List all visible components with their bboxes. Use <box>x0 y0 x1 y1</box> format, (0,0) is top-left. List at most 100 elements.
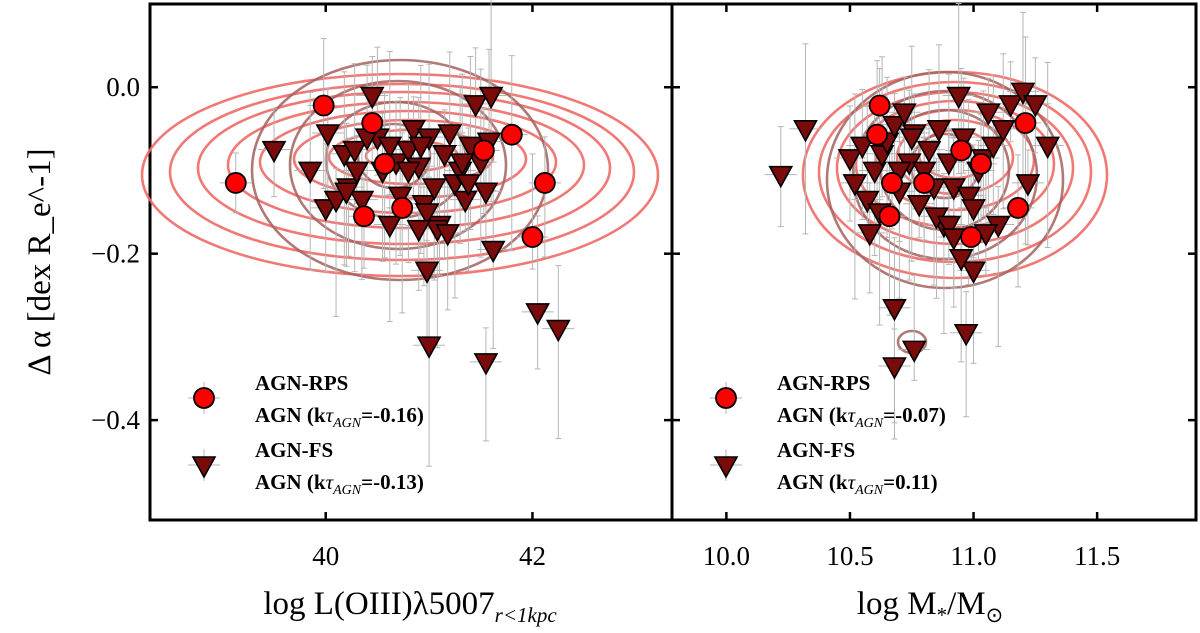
point-agn-fs <box>1035 136 1061 160</box>
point-agn-fs <box>414 203 440 226</box>
point-agn-fs <box>1010 82 1036 106</box>
point-agn-fs <box>396 161 421 185</box>
point-agn-fs <box>1015 174 1041 197</box>
y-tick-label: 0.0 <box>106 72 140 102</box>
point-agn-fs <box>406 219 432 243</box>
point-agn-fs <box>980 136 1006 160</box>
right-panel-frame <box>670 2 1198 522</box>
point-agn-fs <box>377 215 403 239</box>
point-agn-fs <box>473 353 499 376</box>
point-agn-fs <box>842 174 868 197</box>
point-agn-fs <box>857 224 883 247</box>
point-agn-rps <box>500 123 523 146</box>
point-agn-fs <box>793 120 818 143</box>
contour-rps <box>817 80 1093 264</box>
point-agn-fs <box>916 140 942 164</box>
point-agn-fs <box>998 95 1023 118</box>
point-agn-fs <box>768 165 794 189</box>
point-agn-fs <box>478 86 504 110</box>
point-agn-rps <box>224 172 247 194</box>
legend-name: AGN-FS <box>255 438 333 462</box>
point-agn-rps <box>1007 197 1029 219</box>
point-agn-fs <box>432 145 457 168</box>
point-agn-fs <box>837 149 863 172</box>
point-agn-fs <box>473 182 499 205</box>
point-agn-fs <box>956 186 981 210</box>
point-agn-rps <box>950 139 973 162</box>
point-agn-rps <box>373 152 396 175</box>
point-agn-rps <box>521 226 544 248</box>
point-agn-fs <box>297 161 323 185</box>
contours-right <box>801 70 1109 355</box>
legend-stat: AGN (kτAGN=-0.16) <box>255 403 424 431</box>
point-agn-fs <box>396 140 421 164</box>
point-agn-rps <box>391 197 414 219</box>
legend-stat: AGN (kτAGN=-0.13) <box>255 470 424 498</box>
point-agn-fs <box>452 190 478 214</box>
point-agn-fs <box>946 86 972 110</box>
point-agn-fs <box>349 190 375 214</box>
point-agn-fs <box>377 136 403 160</box>
point-agn-fs <box>545 319 571 343</box>
point-agn-fs <box>882 357 907 380</box>
contour-rps <box>196 90 612 246</box>
contour-rps <box>140 72 660 278</box>
legend-stat: AGN (kτAGN=0.11) <box>777 470 938 498</box>
point-agn-fs <box>437 124 463 147</box>
point-agn-fs <box>849 136 875 160</box>
legend-name: AGN-FS <box>777 438 855 462</box>
data-markers <box>224 82 1061 380</box>
point-agn-rps <box>913 172 936 194</box>
point-agn-fs <box>936 153 962 176</box>
x-tick-label: 42 <box>519 541 546 571</box>
x-tick-label: 40 <box>312 541 339 571</box>
point-agn-fs <box>961 199 986 222</box>
point-agn-fs <box>891 103 917 126</box>
point-agn-fs <box>315 124 341 147</box>
legend-marker-rps <box>193 387 215 409</box>
point-agn-fs <box>1022 95 1048 118</box>
x-tick-label: 11.5 <box>1074 541 1120 571</box>
point-agn-fs <box>901 340 927 364</box>
y-axis-label: Δ α [dex R_e^-1] <box>22 148 58 375</box>
point-agn-fs <box>359 86 385 110</box>
point-agn-fs <box>948 249 974 272</box>
point-agn-fs <box>435 224 461 247</box>
point-agn-fs <box>953 323 979 347</box>
x-tick-label: 11.0 <box>950 541 996 571</box>
point-agn-rps <box>868 94 891 117</box>
legend-name: AGN-RPS <box>777 371 870 395</box>
point-agn-fs <box>342 140 368 164</box>
point-agn-fs <box>421 178 447 201</box>
legend-marker-fs <box>191 456 217 479</box>
point-agn-fs <box>480 240 506 264</box>
point-agn-fs <box>854 190 880 214</box>
point-agn-fs <box>408 136 434 160</box>
axes: 0.0 −0.2 −0.4 40 42 10.0 10.5 11.0 11.5 <box>91 4 1196 571</box>
legend-marker-rps <box>715 387 737 409</box>
point-agn-fs <box>463 95 488 118</box>
point-agn-rps <box>866 123 889 146</box>
point-agn-fs <box>334 182 359 205</box>
contour-fs <box>288 79 508 251</box>
point-agn-fs <box>862 161 888 185</box>
point-agn-rps <box>1014 112 1037 134</box>
point-agn-fs <box>344 161 370 185</box>
legend-marker-fs <box>713 456 739 479</box>
point-agn-rps <box>960 226 982 248</box>
point-agn-rps <box>312 94 335 117</box>
point-agn-fs <box>941 228 967 251</box>
point-agn-rps <box>533 172 556 194</box>
point-agn-rps <box>353 205 375 228</box>
point-agn-rps <box>881 172 903 194</box>
point-agn-fs <box>449 153 475 176</box>
point-agn-rps <box>878 205 901 228</box>
legend-name: AGN-RPS <box>255 371 348 395</box>
point-agn-fs <box>951 128 977 151</box>
point-agn-fs <box>990 120 1016 143</box>
x-tick-label: 10.0 <box>703 541 750 571</box>
legend-stat: AGN (kτAGN=-0.07) <box>777 403 946 431</box>
y-tick-label: −0.4 <box>91 405 140 435</box>
point-agn-rps <box>970 152 992 175</box>
contour-fs <box>825 70 1065 290</box>
